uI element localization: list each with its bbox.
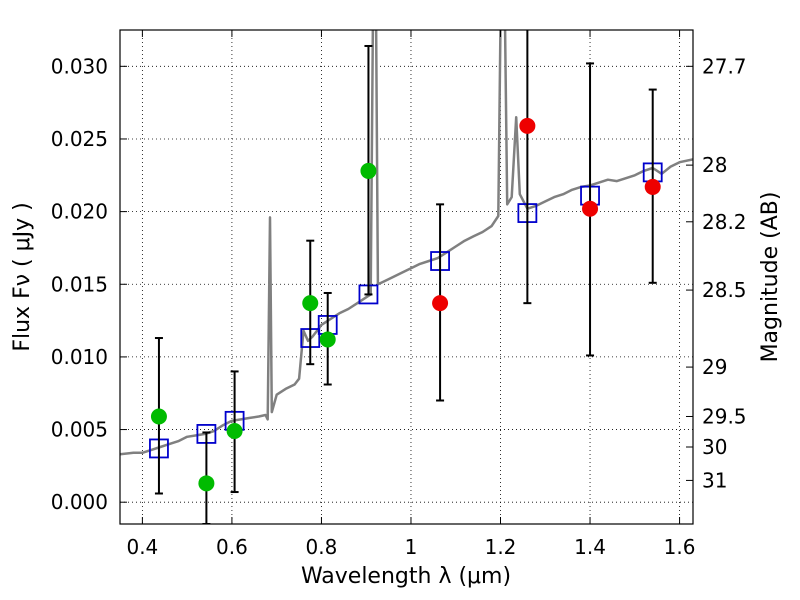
y-tick-label: 0.000 <box>51 490 108 514</box>
observed-flux-point <box>302 295 319 312</box>
observed-flux-point <box>644 178 661 195</box>
observed-flux-point <box>519 117 536 134</box>
model-spectrum-line <box>120 30 693 456</box>
y-tick-label: 0.005 <box>51 418 108 442</box>
y-tick-label: 0.020 <box>51 200 108 224</box>
y2-tick-label: 28.2 <box>702 210 747 234</box>
observed-flux-point <box>198 475 215 492</box>
y2-tick-label: 31 <box>702 468 727 492</box>
y2-axis-label: Magnitude (AB) <box>758 192 783 363</box>
x-tick-label: 0.4 <box>126 535 158 559</box>
y2-tick-label: 29.5 <box>702 404 747 428</box>
plot-marks <box>120 30 693 524</box>
x-tick-label: 1.6 <box>664 535 696 559</box>
y-tick-label: 0.030 <box>51 54 108 78</box>
y2-tick-label: 30 <box>702 435 727 459</box>
x-axis-label: Wavelength λ (μm) <box>301 564 511 589</box>
x-tick-label: 1 <box>405 535 418 559</box>
plot-frame <box>119 29 694 525</box>
observed-flux-point <box>319 331 336 348</box>
observed-flux-point <box>582 200 599 217</box>
x-tick-label: 1.4 <box>574 535 606 559</box>
y2-tick-label: 29 <box>702 355 727 379</box>
x-tick-label: 1.2 <box>485 535 517 559</box>
y-axis-label: Flux Fν ( μJy ) <box>10 202 35 351</box>
y2-tick-label: 27.7 <box>702 54 747 78</box>
x-tick-label: 0.6 <box>216 535 248 559</box>
observed-flux-point <box>150 408 167 425</box>
x-tick-label: 0.8 <box>306 535 338 559</box>
y2-tick-label: 28 <box>702 153 727 177</box>
observed-flux-point <box>360 162 377 179</box>
axis-ticks: 0.4 0.6 0.8 1 1.2 1.4 1.6 0.000 0.005 0.010 0.015 0… <box>51 30 747 559</box>
y2-tick-label: 28.5 <box>702 278 747 302</box>
y-tick-label: 0.015 <box>51 272 108 296</box>
y-tick-label: 0.025 <box>51 127 108 151</box>
observed-flux-point <box>226 423 243 440</box>
observed-flux-point <box>432 295 449 312</box>
y-tick-label: 0.010 <box>51 345 108 369</box>
